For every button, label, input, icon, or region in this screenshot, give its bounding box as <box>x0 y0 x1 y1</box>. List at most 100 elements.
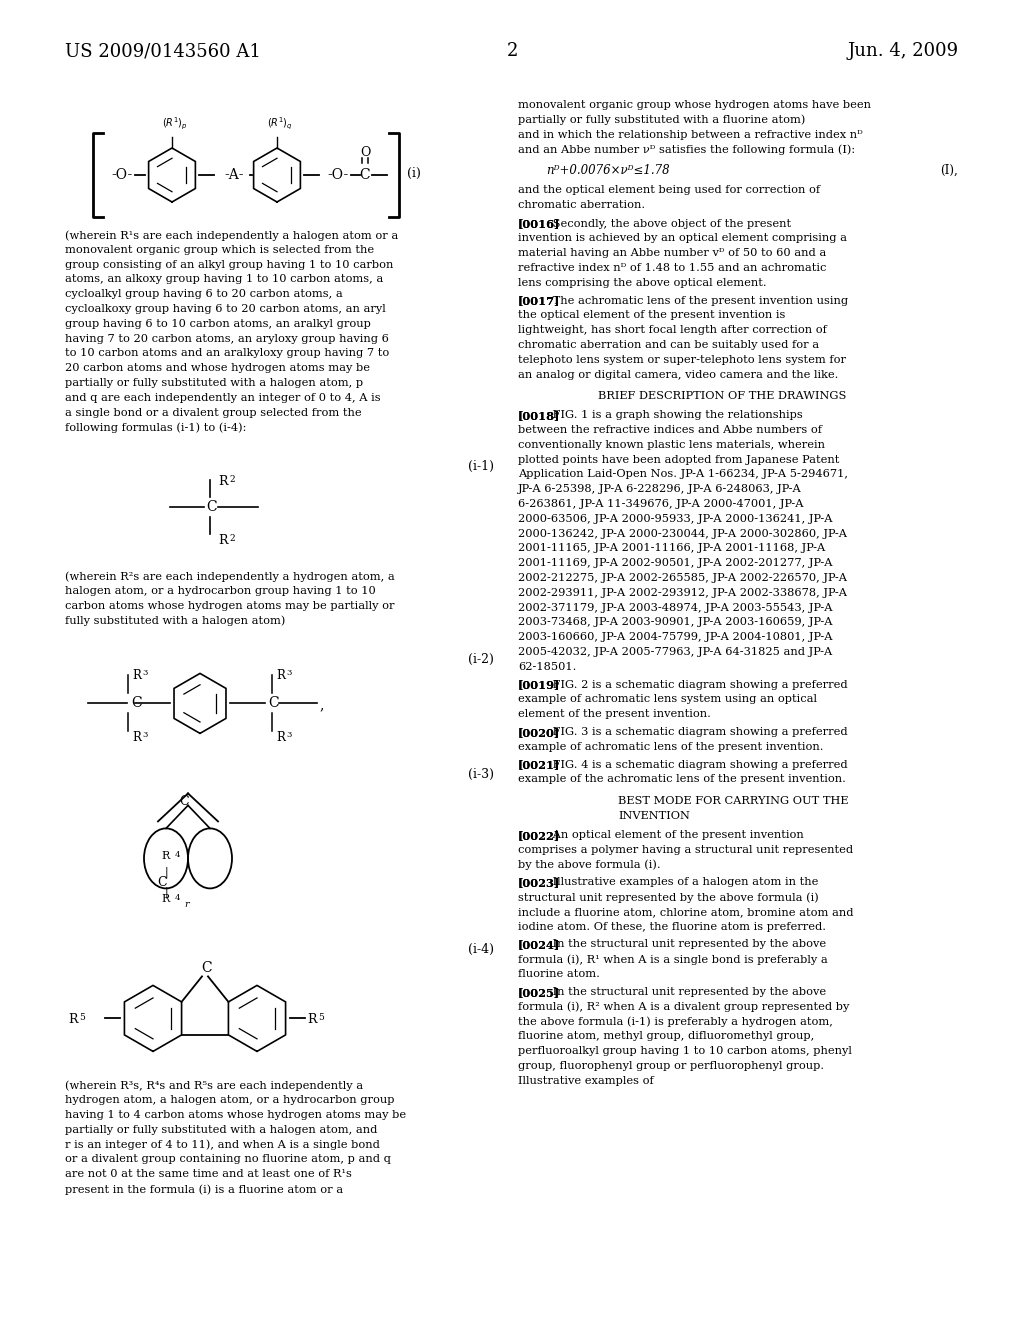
Text: (i-2): (i-2) <box>468 653 494 667</box>
Text: conventionally known plastic lens materials, wherein: conventionally known plastic lens materi… <box>518 440 825 450</box>
Text: The achromatic lens of the present invention using: The achromatic lens of the present inven… <box>549 296 848 306</box>
Text: Secondly, the above object of the present: Secondly, the above object of the presen… <box>549 219 792 228</box>
Text: nᴰ+0.0076×νᴰ≤1.78: nᴰ+0.0076×νᴰ≤1.78 <box>546 164 670 177</box>
Text: fluorine atom.: fluorine atom. <box>518 969 600 979</box>
Text: [0025]: [0025] <box>518 987 560 998</box>
Text: |: | <box>164 887 168 898</box>
Text: [0019]: [0019] <box>518 680 560 690</box>
Text: C: C <box>201 961 212 975</box>
Text: [0018]: [0018] <box>518 411 560 421</box>
Text: 2001-11169, JP-A 2002-90501, JP-A 2002-201277, JP-A: 2001-11169, JP-A 2002-90501, JP-A 2002-2… <box>518 558 833 568</box>
Text: r is an integer of 4 to 11), and when A is a single bond: r is an integer of 4 to 11), and when A … <box>65 1139 380 1150</box>
Text: -O-: -O- <box>111 168 132 182</box>
Text: to 10 carbon atoms and an aralkyloxy group having 7 to: to 10 carbon atoms and an aralkyloxy gro… <box>65 348 389 359</box>
Text: [0018]: [0018] <box>518 411 560 421</box>
Text: [0019]: [0019] <box>518 680 560 690</box>
Text: C: C <box>268 697 279 710</box>
Text: plotted points have been adopted from Japanese Patent: plotted points have been adopted from Ja… <box>518 454 840 465</box>
Text: lightweight, has short focal length after correction of: lightweight, has short focal length afte… <box>518 325 826 335</box>
Text: the above formula (i-1) is preferably a hydrogen atom,: the above formula (i-1) is preferably a … <box>518 1016 833 1027</box>
Text: 4: 4 <box>175 851 180 859</box>
Text: fully substituted with a halogen atom): fully substituted with a halogen atom) <box>65 615 286 626</box>
Text: 2002-371179, JP-A 2003-48974, JP-A 2003-55543, JP-A: 2002-371179, JP-A 2003-48974, JP-A 2003-… <box>518 603 833 612</box>
Text: partially or fully substituted with a halogen atom, p: partially or fully substituted with a ha… <box>65 378 364 388</box>
Text: R: R <box>276 731 285 744</box>
Text: Jun. 4, 2009: Jun. 4, 2009 <box>848 42 959 59</box>
Text: Illustrative examples of: Illustrative examples of <box>518 1076 653 1085</box>
Text: JP-A 6-25398, JP-A 6-228296, JP-A 6-248063, JP-A: JP-A 6-25398, JP-A 6-228296, JP-A 6-2480… <box>518 484 802 494</box>
Text: C: C <box>206 500 217 515</box>
Text: [0016]: [0016] <box>518 219 560 230</box>
Text: An optical element of the present invention: An optical element of the present invent… <box>549 830 804 840</box>
Text: R: R <box>162 851 170 862</box>
Text: BEST MODE FOR CARRYING OUT THE: BEST MODE FOR CARRYING OUT THE <box>618 796 849 807</box>
Text: group having 6 to 10 carbon atoms, an aralkyl group: group having 6 to 10 carbon atoms, an ar… <box>65 319 371 329</box>
Text: 2003-73468, JP-A 2003-90901, JP-A 2003-160659, JP-A: 2003-73468, JP-A 2003-90901, JP-A 2003-1… <box>518 618 833 627</box>
Text: [0023]: [0023] <box>518 878 560 888</box>
Text: formula (i), R² when A is a divalent group represented by: formula (i), R² when A is a divalent gro… <box>518 1002 849 1012</box>
Text: partially or fully substituted with a halogen atom, and: partially or fully substituted with a ha… <box>65 1125 378 1135</box>
Text: [0025]: [0025] <box>518 987 560 998</box>
Text: 20 carbon atoms and whose hydrogen atoms may be: 20 carbon atoms and whose hydrogen atoms… <box>65 363 370 374</box>
Text: an analog or digital camera, video camera and the like.: an analog or digital camera, video camer… <box>518 370 839 380</box>
Text: [0024]: [0024] <box>518 940 560 950</box>
Text: 2005-42032, JP-A 2005-77963, JP-A 64-31825 and JP-A: 2005-42032, JP-A 2005-77963, JP-A 64-318… <box>518 647 833 657</box>
Text: 3: 3 <box>286 669 292 677</box>
Text: R: R <box>132 669 141 682</box>
Text: -A-: -A- <box>224 168 244 182</box>
Text: having 1 to 4 carbon atoms whose hydrogen atoms may be: having 1 to 4 carbon atoms whose hydroge… <box>65 1110 407 1119</box>
Text: (wherein R³s, R⁴s and R⁵s are each independently a: (wherein R³s, R⁴s and R⁵s are each indep… <box>65 1080 364 1090</box>
Text: element of the present invention.: element of the present invention. <box>518 709 711 719</box>
Text: $(R^1)_p$: $(R^1)_p$ <box>162 116 188 132</box>
Text: 3: 3 <box>142 731 147 739</box>
Text: (i-4): (i-4) <box>468 944 494 957</box>
Text: invention is achieved by an optical element comprising a: invention is achieved by an optical elem… <box>518 234 847 243</box>
Text: comprises a polymer having a structural unit represented: comprises a polymer having a structural … <box>518 845 853 854</box>
Text: having 7 to 20 carbon atoms, an aryloxy group having 6: having 7 to 20 carbon atoms, an aryloxy … <box>65 334 389 343</box>
Text: Application Laid-Open Nos. JP-A 1-66234, JP-A 5-294671,: Application Laid-Open Nos. JP-A 1-66234,… <box>518 470 848 479</box>
Text: example of achromatic lens of the present invention.: example of achromatic lens of the presen… <box>518 742 823 752</box>
Text: O: O <box>359 147 371 160</box>
Text: halogen atom, or a hydrocarbon group having 1 to 10: halogen atom, or a hydrocarbon group hav… <box>65 586 376 597</box>
Text: lens comprising the above optical element.: lens comprising the above optical elemen… <box>518 277 767 288</box>
Text: group consisting of an alkyl group having 1 to 10 carbon: group consisting of an alkyl group havin… <box>65 260 393 269</box>
Text: 4: 4 <box>175 895 180 903</box>
Text: carbon atoms whose hydrogen atoms may be partially or: carbon atoms whose hydrogen atoms may be… <box>65 601 394 611</box>
Text: group, fluorophenyl group or perfluorophenyl group.: group, fluorophenyl group or perfluoroph… <box>518 1061 824 1071</box>
Text: telephoto lens system or super-telephoto lens system for: telephoto lens system or super-telephoto… <box>518 355 846 364</box>
Text: material having an Abbe number vᴰ of 50 to 60 and a: material having an Abbe number vᴰ of 50 … <box>518 248 826 259</box>
Text: (wherein R²s are each independently a hydrogen atom, a: (wherein R²s are each independently a hy… <box>65 572 394 582</box>
Text: 2002-293911, JP-A 2002-293912, JP-A 2002-338678, JP-A: 2002-293911, JP-A 2002-293912, JP-A 2002… <box>518 587 847 598</box>
Text: [0021]: [0021] <box>518 759 560 771</box>
Text: following formulas (i-1) to (i-4):: following formulas (i-1) to (i-4): <box>65 422 247 433</box>
Text: [0016]: [0016] <box>518 219 560 230</box>
Text: monovalent organic group whose hydrogen atoms have been: monovalent organic group whose hydrogen … <box>518 100 871 110</box>
Text: FIG. 1 is a graph showing the relationships: FIG. 1 is a graph showing the relationsh… <box>549 411 803 420</box>
Text: C: C <box>179 796 188 808</box>
Text: 62-18501.: 62-18501. <box>518 661 577 672</box>
Text: example of the achromatic lens of the present invention.: example of the achromatic lens of the pr… <box>518 775 846 784</box>
Text: [0017]: [0017] <box>518 296 560 306</box>
Text: 2: 2 <box>506 42 518 59</box>
Text: structural unit represented by the above formula (i): structural unit represented by the above… <box>518 892 819 903</box>
Text: US 2009/0143560 A1: US 2009/0143560 A1 <box>65 42 261 59</box>
Text: and the optical element being used for correction of: and the optical element being used for c… <box>518 185 820 195</box>
Text: formula (i), R¹ when A is a single bond is preferably a: formula (i), R¹ when A is a single bond … <box>518 954 827 965</box>
Text: (I),: (I), <box>940 164 958 177</box>
Text: chromatic aberration.: chromatic aberration. <box>518 199 645 210</box>
Text: R: R <box>162 895 170 904</box>
Text: between the refractive indices and Abbe numbers of: between the refractive indices and Abbe … <box>518 425 822 436</box>
Text: In the structural unit represented by the above: In the structural unit represented by th… <box>549 987 826 997</box>
Text: C: C <box>359 168 371 182</box>
Text: (wherein R¹s are each independently a halogen atom or a: (wherein R¹s are each independently a ha… <box>65 230 398 240</box>
Text: 5: 5 <box>318 1014 324 1023</box>
Text: and an Abbe number νᴰ satisfies the following formula (I):: and an Abbe number νᴰ satisfies the foll… <box>518 144 855 154</box>
Text: chromatic aberration and can be suitably used for a: chromatic aberration and can be suitably… <box>518 341 819 350</box>
Text: [0023]: [0023] <box>518 878 560 888</box>
Text: or a divalent group containing no fluorine atom, p and q: or a divalent group containing no fluori… <box>65 1155 391 1164</box>
Text: r: r <box>184 900 188 909</box>
Text: FIG. 3 is a schematic diagram showing a preferred: FIG. 3 is a schematic diagram showing a … <box>549 727 848 737</box>
Text: 3: 3 <box>286 731 292 739</box>
Text: example of achromatic lens system using an optical: example of achromatic lens system using … <box>518 694 817 705</box>
Text: and in which the relationship between a refractive index nᴰ: and in which the relationship between a … <box>518 129 863 140</box>
